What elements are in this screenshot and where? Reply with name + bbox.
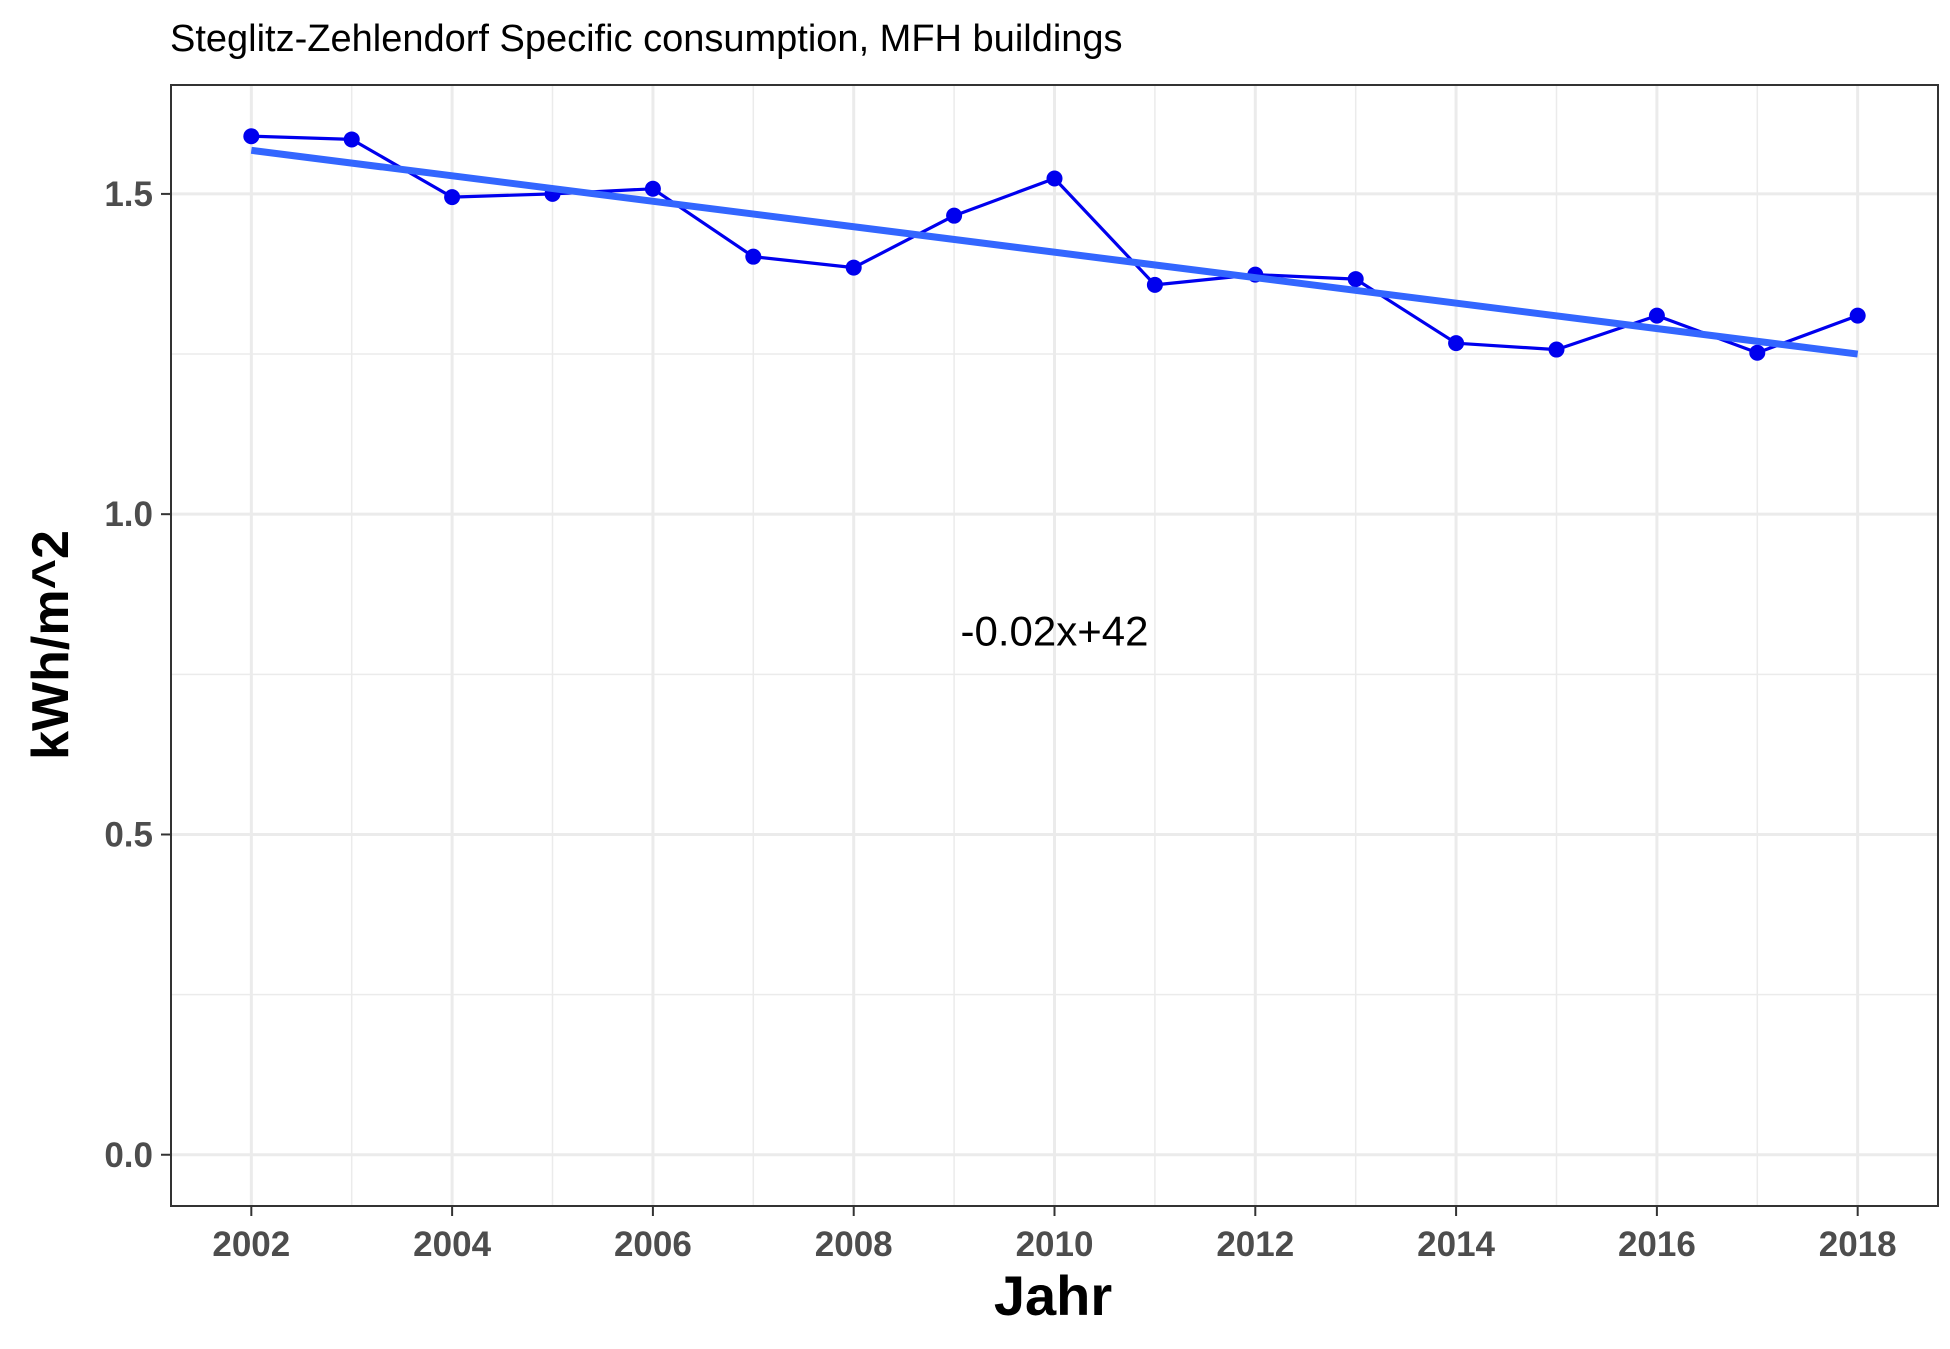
y-tick-label: 0.0 (104, 1136, 153, 1175)
x-tick-label: 2014 (1417, 1225, 1495, 1264)
grid (171, 85, 1938, 1206)
data-point (343, 131, 360, 148)
y-axis-title: kWh/m^2 (22, 530, 80, 760)
data-point (1448, 335, 1465, 352)
x-tick-label: 2012 (1216, 1225, 1294, 1264)
y-tick-label: 1.5 (104, 175, 153, 214)
x-tick-label: 2010 (1016, 1225, 1094, 1264)
y-tick-label: 1.0 (104, 495, 153, 534)
data-point (1146, 276, 1163, 293)
x-tick-label: 2006 (614, 1225, 692, 1264)
data-point (1046, 170, 1063, 187)
regression-annotation: -0.02x+42 (961, 608, 1149, 655)
x-tick-label: 2018 (1819, 1225, 1897, 1264)
x-tick-label: 2016 (1618, 1225, 1696, 1264)
y-tick-label: 0.5 (104, 815, 153, 854)
data-point (1347, 271, 1364, 288)
data-point (444, 189, 461, 206)
data-point (1648, 307, 1665, 324)
trend-line (250, 146, 1859, 358)
x-tick-label: 2008 (815, 1225, 893, 1264)
data-point (243, 128, 260, 145)
data-point (946, 207, 963, 224)
x-axis-title: Jahr (994, 1264, 1112, 1327)
axes: 2002 2004 2006 2008 2010 2012 2014 2016 2018 0.0 0… (104, 175, 1896, 1264)
x-tick-label: 2002 (212, 1225, 290, 1264)
x-tick-label: 2004 (413, 1225, 491, 1264)
data-point (644, 180, 661, 197)
chart-title: Steglitz-Zehlendorf Specific consumption… (170, 18, 1123, 60)
trend-line-group (250, 146, 1859, 358)
data-point (1849, 307, 1866, 324)
data-point (845, 259, 862, 276)
data-point (745, 248, 762, 265)
data-point (1548, 341, 1565, 358)
data-point (1749, 344, 1766, 361)
